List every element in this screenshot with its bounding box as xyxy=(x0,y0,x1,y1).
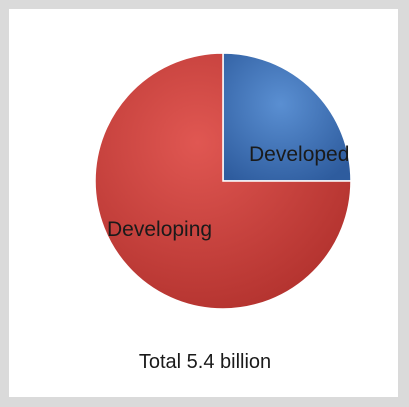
slice-label-developing: Developing xyxy=(107,218,213,241)
pie-slice-developing xyxy=(94,52,352,310)
chart-footer-total: Total 5.4 billion xyxy=(138,351,272,373)
pie-slices xyxy=(94,52,352,310)
slice-label-developed: Developed xyxy=(249,143,350,166)
pie-chart xyxy=(94,52,352,310)
chart-frame: Developed Developing Total 5.4 billion xyxy=(9,9,398,397)
pie-slice-developed xyxy=(222,52,352,182)
